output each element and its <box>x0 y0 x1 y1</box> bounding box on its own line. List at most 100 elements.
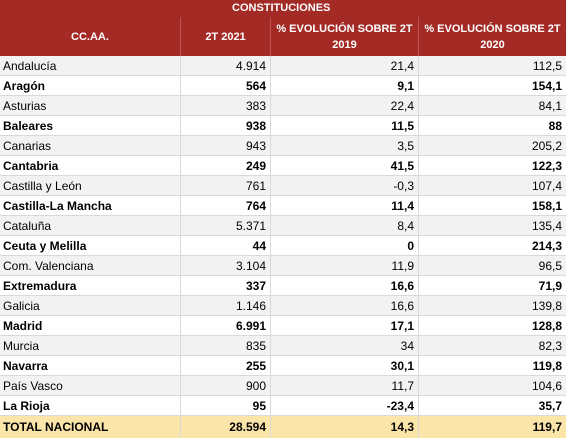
table-row: Ceuta y Melilla 44 0 214,3 <box>0 236 566 256</box>
region-cell: Baleares <box>3 118 54 133</box>
table-row: Andalucía 4.914 21,4 112,5 <box>0 56 566 76</box>
evo2020-cell: 88 <box>418 116 566 135</box>
region-cell: Ceuta y Melilla <box>3 238 87 253</box>
col-header-evo2020: % EVOLUCIÓN SOBRE 2T 2020 <box>418 17 566 56</box>
evo2019-cell: 0 <box>270 236 418 255</box>
region-cell: Murcia <box>3 338 40 353</box>
region-cell: Aragón <box>3 78 45 93</box>
value-2t2021-cell: 337 <box>180 276 270 295</box>
value-2t2021-cell: 764 <box>180 196 270 215</box>
col-header-evo2019: % EVOLUCIÓN SOBRE 2T 2019 <box>270 17 418 56</box>
evo2019-cell: 16,6 <box>270 276 418 295</box>
value-2t2021-cell: 95 <box>180 396 270 415</box>
table-row: La Rioja 95 -23,4 35,7 <box>0 396 566 416</box>
evo2019-cell: 41,5 <box>270 156 418 175</box>
evo2019-cell: 21,4 <box>270 56 418 75</box>
region-cell: Cataluña <box>3 218 52 233</box>
table-body: Andalucía 4.914 21,4 112,5 Aragón 564 9,1 154,1… <box>0 56 566 416</box>
evo2019-cell: 16,6 <box>270 296 418 315</box>
evo2019-cell: 11,7 <box>270 376 418 395</box>
evo2020-cell: 128,8 <box>418 316 566 335</box>
region-cell: Galicia <box>3 298 40 313</box>
evo2019-cell: -23,4 <box>270 396 418 415</box>
value-2t2021-cell: 835 <box>180 336 270 355</box>
total-evo2020: 119,7 <box>418 416 566 438</box>
evo2020-cell: 104,6 <box>418 376 566 395</box>
value-2t2021-cell: 1.146 <box>180 296 270 315</box>
evo2020-cell: 107,4 <box>418 176 566 195</box>
evo2020-cell: 122,3 <box>418 156 566 175</box>
evo2020-cell: 214,3 <box>418 236 566 255</box>
value-2t2021-cell: 249 <box>180 156 270 175</box>
evo2020-cell: 82,3 <box>418 336 566 355</box>
value-2t2021-cell: 3.104 <box>180 256 270 275</box>
region-cell: La Rioja <box>3 398 50 413</box>
table-row: Extremadura 337 16,6 71,9 <box>0 276 566 296</box>
table-row: Canarias 943 3,5 205,2 <box>0 136 566 156</box>
value-2t2021-cell: 900 <box>180 376 270 395</box>
table-row: Com. Valenciana 3.104 11,9 96,5 <box>0 256 566 276</box>
table-row: Castilla-La Mancha 764 11,4 158,1 <box>0 196 566 216</box>
region-cell: Cantabria <box>3 158 59 173</box>
table-row: Madrid 6.991 17,1 128,8 <box>0 316 566 336</box>
table-row: Navarra 255 30,1 119,8 <box>0 356 566 376</box>
region-cell: Extremadura <box>3 278 77 293</box>
region-cell: Andalucía <box>3 58 57 73</box>
region-cell: Castilla-La Mancha <box>3 198 112 213</box>
value-2t2021-cell: 938 <box>180 116 270 135</box>
group-title: CONSTITUCIONES <box>232 2 331 14</box>
value-2t2021-cell: 943 <box>180 136 270 155</box>
evo2020-cell: 84,1 <box>418 96 566 115</box>
total-row: TOTAL NACIONAL 28.594 14,3 119,7 <box>0 416 566 438</box>
region-cell: Madrid <box>3 318 43 333</box>
evo2020-cell: 158,1 <box>418 196 566 215</box>
region-cell: País Vasco <box>3 378 63 393</box>
region-cell: Asturias <box>3 98 47 113</box>
evo2019-cell: 9,1 <box>270 76 418 95</box>
region-cell: Canarias <box>3 138 52 153</box>
col-header-region: CC.AA. <box>71 30 109 43</box>
value-2t2021-cell: 6.991 <box>180 316 270 335</box>
table-row: País Vasco 900 11,7 104,6 <box>0 376 566 396</box>
value-2t2021-cell: 761 <box>180 176 270 195</box>
evo2019-cell: -0,3 <box>270 176 418 195</box>
region-cell: Com. Valenciana <box>3 258 94 273</box>
evo2020-cell: 35,7 <box>418 396 566 415</box>
evo2019-cell: 22,4 <box>270 96 418 115</box>
value-2t2021-cell: 4.914 <box>180 56 270 75</box>
total-region: TOTAL NACIONAL <box>3 420 109 434</box>
table-header: CONSTITUCIONES CC.AA. 2T 2021 % EVOLUCIÓ… <box>0 0 566 56</box>
evo2020-cell: 139,8 <box>418 296 566 315</box>
evo2020-cell: 154,1 <box>418 76 566 95</box>
table-row: Castilla y León 761 -0,3 107,4 <box>0 176 566 196</box>
evo2020-cell: 96,5 <box>418 256 566 275</box>
region-cell: Navarra <box>3 358 48 373</box>
evo2019-cell: 11,5 <box>270 116 418 135</box>
evo2019-cell: 11,9 <box>270 256 418 275</box>
evo2019-cell: 34 <box>270 336 418 355</box>
value-2t2021-cell: 383 <box>180 96 270 115</box>
evo2020-cell: 119,8 <box>418 356 566 375</box>
value-2t2021-cell: 44 <box>180 236 270 255</box>
value-2t2021-cell: 255 <box>180 356 270 375</box>
total-evo2019: 14,3 <box>270 416 418 438</box>
evo2020-cell: 205,2 <box>418 136 566 155</box>
table-row: Baleares 938 11,5 88 <box>0 116 566 136</box>
evo2020-cell: 135,4 <box>418 216 566 235</box>
table-row: Cantabria 249 41,5 122,3 <box>0 156 566 176</box>
table-row: Murcia 835 34 82,3 <box>0 336 566 356</box>
evo2019-cell: 11,4 <box>270 196 418 215</box>
table-row: Asturias 383 22,4 84,1 <box>0 96 566 116</box>
evo2019-cell: 8,4 <box>270 216 418 235</box>
col-header-2t2021: 2T 2021 <box>180 17 270 56</box>
evo2019-cell: 17,1 <box>270 316 418 335</box>
evo2020-cell: 71,9 <box>418 276 566 295</box>
evo2019-cell: 30,1 <box>270 356 418 375</box>
table-row: Galicia 1.146 16,6 139,8 <box>0 296 566 316</box>
region-cell: Castilla y León <box>3 178 82 193</box>
value-2t2021-cell: 564 <box>180 76 270 95</box>
table-row: Aragón 564 9,1 154,1 <box>0 76 566 96</box>
evo2020-cell: 112,5 <box>418 56 566 75</box>
evo2019-cell: 3,5 <box>270 136 418 155</box>
